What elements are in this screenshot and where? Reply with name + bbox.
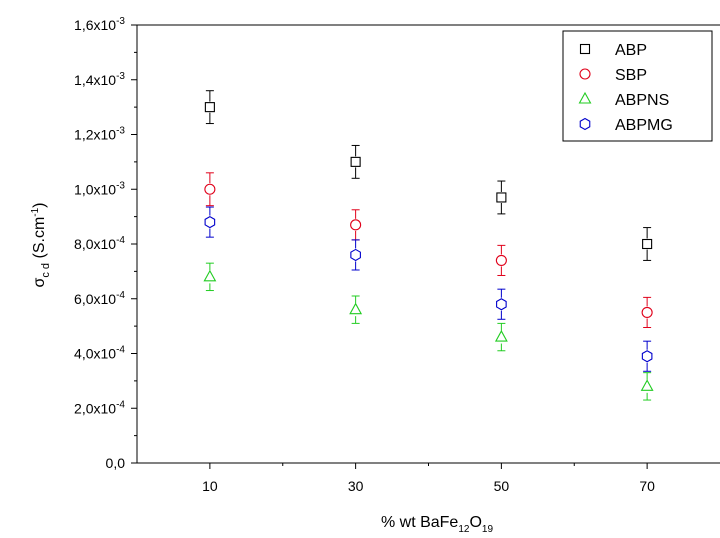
y-tick-label: 1,2x10-3 (74, 126, 125, 143)
data-point-abp (204, 102, 215, 113)
marker-background (349, 218, 362, 231)
y-tick-label: 6,0x10-4 (74, 290, 125, 307)
marker-background (640, 379, 654, 393)
y-tick-label: 0,0 (106, 455, 126, 471)
data-point-abp (642, 238, 653, 250)
y-tick-label: 2,0x10-4 (74, 399, 125, 416)
y-axis-ticks: 0,0 2,0x10-4 4,0x10-4 6,0x10-4 8,0x10-4 1,0x1… (74, 16, 137, 471)
x-tick-label: 10 (202, 478, 218, 494)
marker-background (350, 156, 362, 168)
data-point-abpmg (641, 350, 653, 363)
series-abpmg (203, 206, 654, 372)
legend-marker-abp (579, 43, 591, 55)
data-point-abp (350, 156, 361, 167)
data-point-abpns (640, 379, 654, 391)
marker-background (203, 183, 216, 196)
legend-box (562, 30, 713, 142)
marker-background (495, 191, 507, 203)
data-point-sbp (495, 254, 507, 266)
x-tick-label: 70 (639, 478, 655, 494)
series-abpns (203, 262, 654, 401)
data-point-abpmg (496, 298, 507, 311)
legend-marker-abpns (578, 91, 592, 104)
data-point-abp (496, 192, 507, 203)
y-tick-label: 1,0x10-3 (74, 180, 125, 197)
data-marks (203, 90, 654, 401)
y-tick-label: 4,0x10-4 (74, 345, 125, 362)
y-tick-label: 8,0x10-4 (74, 235, 125, 252)
marker-background (204, 101, 216, 113)
legend-label-abpns: ABPNS (615, 92, 669, 109)
data-point-sbp (641, 306, 653, 318)
legend-marker-sbp (579, 68, 591, 80)
legend: ABP SBP ABPNS ABPMG (562, 30, 713, 142)
x-tick-label: 30 (348, 478, 364, 494)
marker-background (641, 238, 653, 250)
x-axis-label: % wt BaFe12O19 (381, 514, 493, 535)
legend-marker-abpmg (579, 117, 591, 131)
data-point-abpmg (204, 215, 216, 229)
legend-label-abp: ABP (615, 42, 647, 59)
data-point-sbp (204, 183, 216, 195)
marker-background (494, 330, 508, 344)
data-point-abpns (203, 269, 217, 282)
data-point-abpns (349, 302, 363, 315)
marker-background (349, 303, 363, 317)
data-point-abpns (494, 329, 508, 342)
y-tick-label: 1,6x10-3 (74, 16, 125, 33)
marker-background (203, 270, 217, 284)
y-tick-label: 1,4x10-3 (74, 71, 125, 88)
legend-label-abpmg: ABPMG (615, 117, 673, 134)
series-abp (204, 90, 653, 261)
data-point-abpmg (350, 248, 361, 262)
marker-background (495, 254, 508, 267)
legend-label-sbp: SBP (615, 67, 647, 84)
series-sbp (203, 172, 654, 328)
marker-background (641, 306, 654, 319)
data-point-sbp (350, 219, 362, 231)
x-tick-label: 50 (494, 478, 510, 494)
x-axis-ticks: 10 30 50 70 (202, 463, 655, 494)
y-axis-label: σc d (S.cm-1) (30, 202, 52, 287)
